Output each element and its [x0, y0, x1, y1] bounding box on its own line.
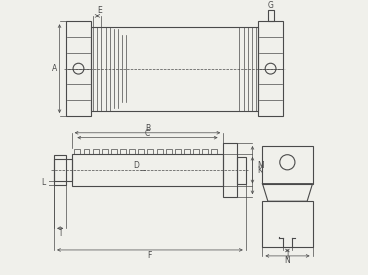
Bar — [223, 143, 237, 197]
Text: K: K — [257, 166, 262, 175]
Text: G: G — [268, 1, 273, 10]
Text: A: A — [52, 64, 57, 73]
Bar — [129, 149, 135, 154]
Bar — [166, 149, 171, 154]
Bar — [268, 10, 273, 21]
Bar — [175, 149, 181, 154]
Bar — [211, 149, 217, 154]
Bar — [84, 149, 89, 154]
Text: E: E — [98, 6, 103, 15]
Text: N: N — [284, 256, 290, 265]
Bar — [66, 21, 91, 116]
Bar — [102, 149, 108, 154]
Text: J: J — [286, 250, 289, 259]
Bar — [258, 21, 283, 116]
Text: C: C — [145, 129, 150, 138]
Bar — [237, 156, 246, 184]
Bar — [138, 149, 144, 154]
Bar — [157, 149, 163, 154]
Bar — [54, 155, 66, 185]
Text: M: M — [257, 161, 263, 170]
Bar — [74, 149, 80, 154]
Bar — [262, 201, 312, 247]
Bar — [184, 149, 190, 154]
Text: F: F — [148, 251, 152, 260]
Bar — [91, 27, 258, 111]
Bar — [148, 149, 153, 154]
Bar — [193, 149, 199, 154]
Text: D: D — [134, 161, 139, 170]
Bar — [111, 149, 117, 154]
Bar — [120, 149, 126, 154]
Bar — [202, 149, 208, 154]
Bar — [262, 146, 312, 184]
Text: I: I — [59, 229, 61, 238]
Bar — [72, 154, 223, 186]
Text: B: B — [145, 124, 150, 133]
Text: L: L — [41, 178, 45, 188]
Bar — [93, 149, 99, 154]
Bar — [54, 159, 72, 181]
